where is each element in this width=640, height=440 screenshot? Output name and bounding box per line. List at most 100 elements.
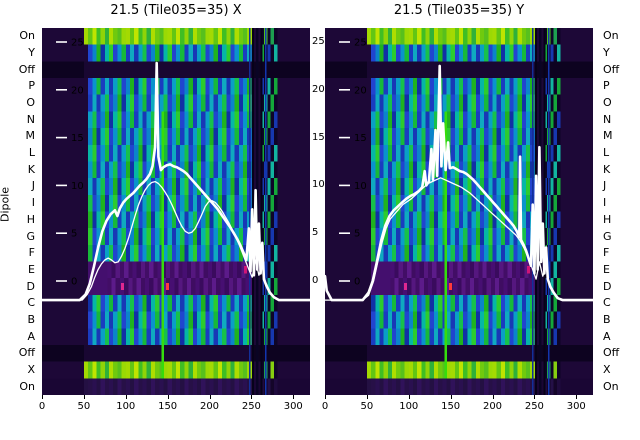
power-tick-label-inner: 5 — [71, 229, 77, 240]
dipole-label: P — [28, 79, 35, 93]
x-tick-label: 300 — [283, 401, 303, 412]
x-tick-mark — [534, 395, 536, 399]
power-tick-label-inner: 20 — [354, 85, 367, 96]
dipole-label: On — [603, 379, 619, 393]
x-tick-label: 100 — [399, 401, 419, 412]
x-tick-mark — [167, 395, 169, 399]
dipole-label: N — [603, 112, 612, 126]
x-tick-label: 200 — [199, 401, 220, 412]
x-tick-mark — [83, 395, 85, 399]
x-tick-mark — [209, 395, 211, 399]
dipole-label: K — [603, 162, 611, 176]
power-tick-label-inner: 0 — [354, 277, 360, 288]
x-tick-mark — [366, 395, 368, 399]
left-panel-title: 21.5 (Tile035=35) X — [110, 3, 242, 18]
dipole-label: O — [26, 96, 35, 110]
x-tick-mark — [450, 395, 452, 399]
power-tick-label-inner: 15 — [354, 133, 367, 144]
power-tick-label-inner: 10 — [354, 181, 367, 192]
power-tick-label: 20 — [312, 83, 325, 95]
right-panel-title: 21.5 (Tile035=35) Y — [393, 3, 525, 18]
x-ticks-left: 0 50 100 150 200 250 300 — [39, 395, 342, 419]
power-trace-secondary — [42, 180, 310, 301]
dipole-label: L — [603, 146, 610, 160]
power-tick-label-inner: 10 — [71, 181, 84, 192]
power-tick-label-inner: 5 — [354, 229, 360, 240]
x-tick-mark — [293, 395, 295, 399]
power-tick-label-inner: 25 — [354, 38, 367, 49]
dipole-label: M — [25, 129, 36, 143]
dipole-label: D — [603, 279, 612, 293]
x-tick-label: 150 — [441, 401, 461, 412]
x-tick-mark — [251, 395, 253, 399]
heatmap-rows — [42, 28, 310, 395]
power-tick-label-inner: 15 — [71, 133, 84, 144]
dipole-label: G — [26, 229, 35, 243]
x-tick-label: 250 — [524, 401, 544, 412]
dipole-label: C — [603, 296, 611, 310]
x-tick-mark — [408, 395, 410, 399]
power-trace-main — [42, 61, 310, 302]
x-tick-mark — [42, 395, 43, 399]
power-tick-label: 25 — [312, 36, 325, 47]
dipole-label: N — [26, 112, 35, 126]
x-tick-label: 150 — [158, 401, 178, 412]
dipole-label: K — [27, 162, 35, 176]
dipole-label: X — [603, 362, 611, 376]
x-tick-label: 50 — [77, 401, 91, 412]
power-axis-ticks: 25 20 15 10 5 0 — [339, 38, 367, 288]
power-axis-ticks: 25 20 15 10 5 0 — [56, 38, 84, 288]
dipole-label: On — [19, 29, 35, 43]
power-tick-label-inner: 20 — [71, 85, 84, 96]
dipole-label: Off — [603, 62, 620, 76]
dipole-labels-left: On Y Off P O N M L K J I H G F E D C B A Off X On — [0, 28, 38, 395]
x-tick-label: 250 — [241, 401, 261, 412]
x-ticks-right: 0 50 100 150 200 250 300 — [322, 395, 625, 419]
power-tick-label: 15 — [312, 131, 325, 143]
dipole-label: Off — [18, 346, 35, 360]
dipole-label: Off — [603, 346, 620, 360]
dipole-label: C — [27, 296, 35, 310]
power-tick-label-inner: 25 — [71, 38, 84, 49]
x-tick-label: 300 — [566, 401, 586, 412]
dipole-label: D — [26, 279, 35, 293]
dipole-label: A — [603, 329, 611, 343]
dipole-label: H — [603, 212, 612, 226]
dipole-label: A — [27, 329, 35, 343]
power-tick-label: 0 — [312, 275, 319, 286]
dipole-label: B — [27, 312, 35, 326]
x-tick-label: 0 — [38, 401, 46, 412]
dipole-label: J — [31, 179, 35, 193]
power-tick-label-inner: 0 — [71, 277, 77, 288]
dipole-label: F — [603, 246, 610, 260]
x-tick-label: 200 — [482, 401, 503, 412]
x-tick-mark — [125, 395, 127, 399]
heatmap-right: 25 20 15 10 5 0 — [325, 28, 593, 395]
dipole-label: X — [27, 362, 35, 376]
dipole-label: P — [603, 79, 610, 93]
heatmap-rows — [325, 28, 593, 395]
dipole-label: O — [603, 96, 612, 110]
dipole-label: B — [603, 312, 611, 326]
power-tick-label: 10 — [312, 179, 325, 191]
dipole-label: On — [19, 379, 35, 393]
power-trace-secondary — [325, 177, 593, 301]
dipole-label: G — [603, 229, 612, 243]
dipole-label: L — [28, 146, 35, 160]
dipole-label: I — [603, 196, 607, 210]
x-tick-label: 50 — [360, 401, 374, 412]
x-tick-mark — [325, 395, 326, 399]
dipole-label: Off — [18, 62, 35, 76]
dipole-label: Y — [28, 46, 35, 60]
heatmap-left: 25 20 15 10 5 0 — [42, 28, 310, 395]
x-tick-mark — [576, 395, 578, 399]
dipole-label: Y — [603, 46, 610, 60]
power-tick-label: 5 — [312, 227, 319, 239]
dipole-labels-right: On Y Off P O N M L K J I H G F E D C B A Off X On — [601, 28, 640, 395]
right-axis-ticks: 25 20 15 10 5 0 — [311, 28, 325, 395]
x-tick-mark — [492, 395, 494, 399]
power-trace-main — [325, 64, 593, 302]
dipole-label: F — [28, 246, 35, 260]
dipole-label: E — [603, 262, 610, 276]
